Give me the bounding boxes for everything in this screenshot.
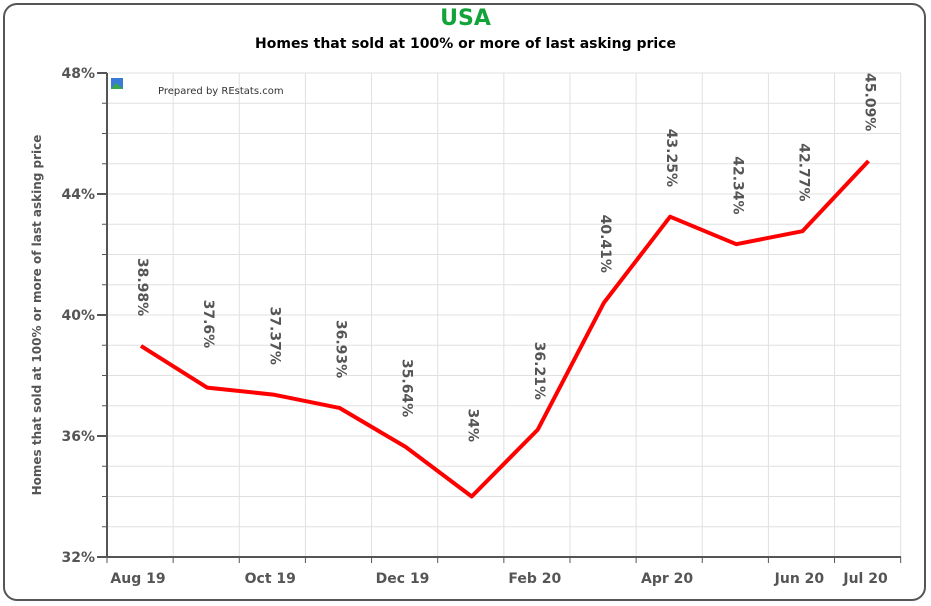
series-line	[139, 159, 870, 499]
data-label: 36.93%	[332, 320, 348, 378]
x-tick-label: Jul 20	[842, 571, 888, 587]
y-axis-ticks: 32% 36% 40% 44% 48%	[61, 66, 107, 566]
y-tick-label: 40%	[61, 308, 95, 324]
data-label: 38.98%	[134, 258, 150, 316]
logo-icon	[111, 78, 123, 89]
y-tick-label: 36%	[61, 429, 95, 445]
x-tick-label: Dec 19	[376, 571, 430, 587]
credit-text: Prepared by REstats.com	[158, 86, 284, 97]
x-tick-label: Apr 20	[641, 571, 693, 587]
data-label: 40.41%	[597, 215, 613, 273]
grid-lines	[106, 72, 902, 558]
y-tick-label: 32%	[61, 550, 95, 566]
chart-frame	[3, 3, 926, 601]
data-labels: 38.98% 37.6% 37.37% 36.93% 35.64% 34% 36.21% 40…	[134, 73, 878, 442]
chart-subtitle: Homes that sold at 100% or more of last …	[255, 36, 676, 52]
x-axis-ticks: Aug 19 Oct 19 Dec 19 Feb 20 Apr 20 Jun 20 Jul …	[106, 557, 902, 587]
x-tick-label: Feb 20	[508, 571, 561, 587]
data-label: 42.77%	[795, 143, 811, 201]
data-label: 43.25%	[663, 129, 679, 187]
x-tick-label: Aug 19	[110, 571, 165, 587]
data-label: 34%	[465, 409, 481, 443]
data-label: 42.34%	[729, 156, 745, 214]
chart-title: USA	[440, 6, 491, 31]
x-tick-label: Oct 19	[245, 571, 296, 587]
data-label: 36.21%	[531, 342, 547, 400]
y-tick-label: 48%	[61, 66, 95, 82]
y-tick-label: 44%	[61, 187, 95, 203]
data-label: 37.6%	[200, 300, 216, 349]
y-axis-label: Homes that sold at 100% or more of last …	[30, 135, 44, 496]
data-label: 35.64%	[399, 359, 415, 417]
x-tick-label: Jun 20	[774, 571, 825, 587]
data-label: 45.09%	[862, 73, 878, 131]
data-label: 37.37%	[266, 307, 282, 365]
